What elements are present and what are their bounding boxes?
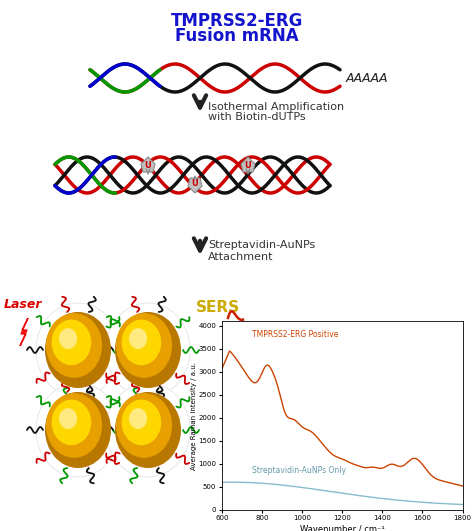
Text: Streptavidin-AuNPs Only: Streptavidin-AuNPs Only [252,466,346,475]
Ellipse shape [122,320,161,365]
Text: Streptavidin-AuNPs: Streptavidin-AuNPs [208,240,315,250]
Text: Fusion mRNA: Fusion mRNA [175,27,299,45]
Ellipse shape [52,400,91,445]
Polygon shape [188,178,202,193]
Text: Isothermal Amplification: Isothermal Amplification [208,102,344,112]
Ellipse shape [45,392,111,468]
Ellipse shape [115,312,181,388]
Ellipse shape [36,383,120,477]
Ellipse shape [52,320,91,365]
Text: U: U [191,179,199,189]
Y-axis label: Average Raman Intensity / a.u.: Average Raman Intensity / a.u. [191,362,197,469]
Ellipse shape [45,312,111,388]
Text: with Biotin-dUTPs: with Biotin-dUTPs [208,112,306,122]
Ellipse shape [115,392,181,468]
X-axis label: Wavenumber / cm⁻¹: Wavenumber / cm⁻¹ [300,524,384,531]
Ellipse shape [116,393,172,458]
Ellipse shape [106,383,190,477]
Ellipse shape [122,400,161,445]
Text: Laser: Laser [4,298,43,311]
Polygon shape [241,157,255,172]
Text: SERS: SERS [196,300,240,315]
Text: U: U [245,161,251,170]
Ellipse shape [59,408,77,429]
Ellipse shape [116,313,172,378]
Ellipse shape [129,408,147,429]
Ellipse shape [46,313,102,378]
Text: TMPRSS2-ERG: TMPRSS2-ERG [171,12,303,30]
Text: U: U [145,161,151,170]
Polygon shape [20,318,28,346]
Ellipse shape [59,328,77,349]
Polygon shape [141,157,155,172]
Ellipse shape [106,303,190,397]
Ellipse shape [36,303,120,397]
Text: TMPRSS2-ERG Positive: TMPRSS2-ERG Positive [252,330,338,339]
Text: Attachment: Attachment [208,252,273,262]
Text: AAAAA: AAAAA [346,72,389,84]
Ellipse shape [46,393,102,458]
Ellipse shape [129,328,147,349]
